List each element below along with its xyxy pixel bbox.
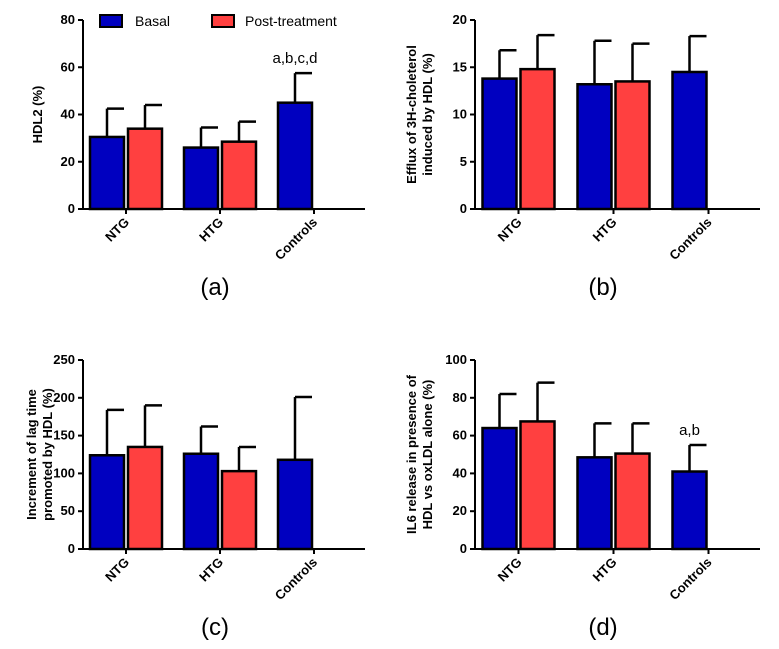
bar-basal-ntg <box>88 454 126 551</box>
y-tick-label: 60 <box>61 59 75 74</box>
y-axis-label-line: HDL vs oxLDL alone (%) <box>420 380 435 530</box>
y-axis-label-line: Increment of lag time <box>24 389 39 520</box>
y-tick-label: 0 <box>68 201 75 216</box>
bar-basal-ntg <box>481 426 518 551</box>
y-tick-label: 80 <box>61 12 75 27</box>
x-tick-label: Controls <box>272 215 320 263</box>
y-axis-label: Increment of lag timepromoted by HDL (%) <box>24 388 55 521</box>
bar-post-treatment-htg <box>614 452 651 551</box>
y-tick-label: 150 <box>53 428 75 443</box>
y-tick-label: 0 <box>68 541 75 556</box>
legend-label-post-treatment: Post-treatment <box>245 13 337 29</box>
panel-label: (b) <box>588 274 617 301</box>
bar-basal-controls <box>671 470 708 551</box>
y-axis-label-line: IL6 release in presence of <box>404 374 419 534</box>
bar-post-treatment-htg <box>220 140 258 211</box>
y-tick-label: 20 <box>61 154 75 169</box>
x-tick-label: NTG <box>495 555 525 585</box>
panel-d: 0 20 40 60 80 100 IL6 release in presence ofHD… <box>404 352 760 641</box>
y-tick-label: 40 <box>61 107 75 122</box>
y-tick-label: 100 <box>445 352 467 367</box>
bar-basal-controls <box>276 101 314 211</box>
panel-a: 0 20 40 60 80 HDL2 (%) NTG HTG Controls a,b,c,d (a… <box>30 12 365 301</box>
bar-post-treatment-htg <box>614 80 651 211</box>
x-tick-label: Controls <box>666 215 714 263</box>
y-tick-label: 250 <box>53 352 75 367</box>
x-tick-label: NTG <box>102 555 132 585</box>
bar-basal-ntg <box>481 77 518 211</box>
x-tick-label: HTG <box>590 215 620 245</box>
panel-c: 0 50 100 150 200 250 Increment of lag timeprom… <box>24 352 365 641</box>
legend-swatch-basal <box>99 14 123 28</box>
y-tick-label: 0 <box>460 201 467 216</box>
bar-post-treatment-ntg <box>519 420 556 551</box>
y-tick-label: 15 <box>453 59 467 74</box>
y-tick-label: 10 <box>453 107 467 122</box>
bar-post-treatment-ntg <box>126 445 164 551</box>
bar-basal-htg <box>182 452 220 551</box>
legend-label-basal: Basal <box>135 13 170 29</box>
bar-post-treatment-ntg <box>126 127 164 211</box>
x-tick-label: Controls <box>272 555 320 603</box>
bar-post-treatment-ntg <box>519 67 556 211</box>
significance-annotation: a,b,c,d <box>272 50 317 67</box>
bar-basal-ntg <box>88 135 126 211</box>
y-axis-label-line: Efflux of 3H-choleterol <box>404 45 419 184</box>
bar-basal-controls <box>276 458 314 551</box>
bar-basal-controls <box>671 70 708 211</box>
significance-annotation: a,b <box>679 422 700 439</box>
panel-label: (c) <box>201 614 229 641</box>
y-axis-label-line: HDL2 (%) <box>30 86 45 144</box>
x-tick-label: NTG <box>495 215 525 245</box>
bar-basal-htg <box>182 146 220 211</box>
x-tick-label: HTG <box>196 555 226 585</box>
x-tick-label: NTG <box>102 215 132 245</box>
bar-basal-htg <box>576 83 613 211</box>
y-tick-label: 100 <box>53 465 75 480</box>
x-tick-label: HTG <box>196 215 226 245</box>
y-tick-label: 5 <box>460 154 467 169</box>
y-axis-label-line: promoted by HDL (%) <box>40 388 55 521</box>
y-tick-label: 40 <box>453 465 467 480</box>
legend: Basal Post-treatment <box>99 13 337 29</box>
y-tick-label: 20 <box>453 12 467 27</box>
y-tick-label: 50 <box>61 503 75 518</box>
y-axis-label: Efflux of 3H-choleterolinduced by HDL (%… <box>404 45 435 184</box>
y-tick-label: 60 <box>453 428 467 443</box>
x-tick-label: HTG <box>590 555 620 585</box>
bar-basal-htg <box>576 456 613 551</box>
y-axis-label: HDL2 (%) <box>30 86 45 144</box>
legend-swatch-post-treatment <box>211 14 235 28</box>
y-axis-label: IL6 release in presence ofHDL vs oxLDL a… <box>404 374 435 534</box>
x-tick-label: Controls <box>666 555 714 603</box>
y-tick-label: 0 <box>460 541 467 556</box>
bar-post-treatment-htg <box>220 469 258 551</box>
y-tick-label: 200 <box>53 390 75 405</box>
panel-label: (d) <box>588 614 617 641</box>
panel-b: 0 5 10 15 20 Efflux of 3H-choleterolinduced b… <box>404 12 760 301</box>
y-tick-label: 80 <box>453 390 467 405</box>
y-axis-label-line: induced by HDL (%) <box>420 53 435 176</box>
panel-label: (a) <box>200 274 229 301</box>
y-tick-label: 20 <box>453 503 467 518</box>
